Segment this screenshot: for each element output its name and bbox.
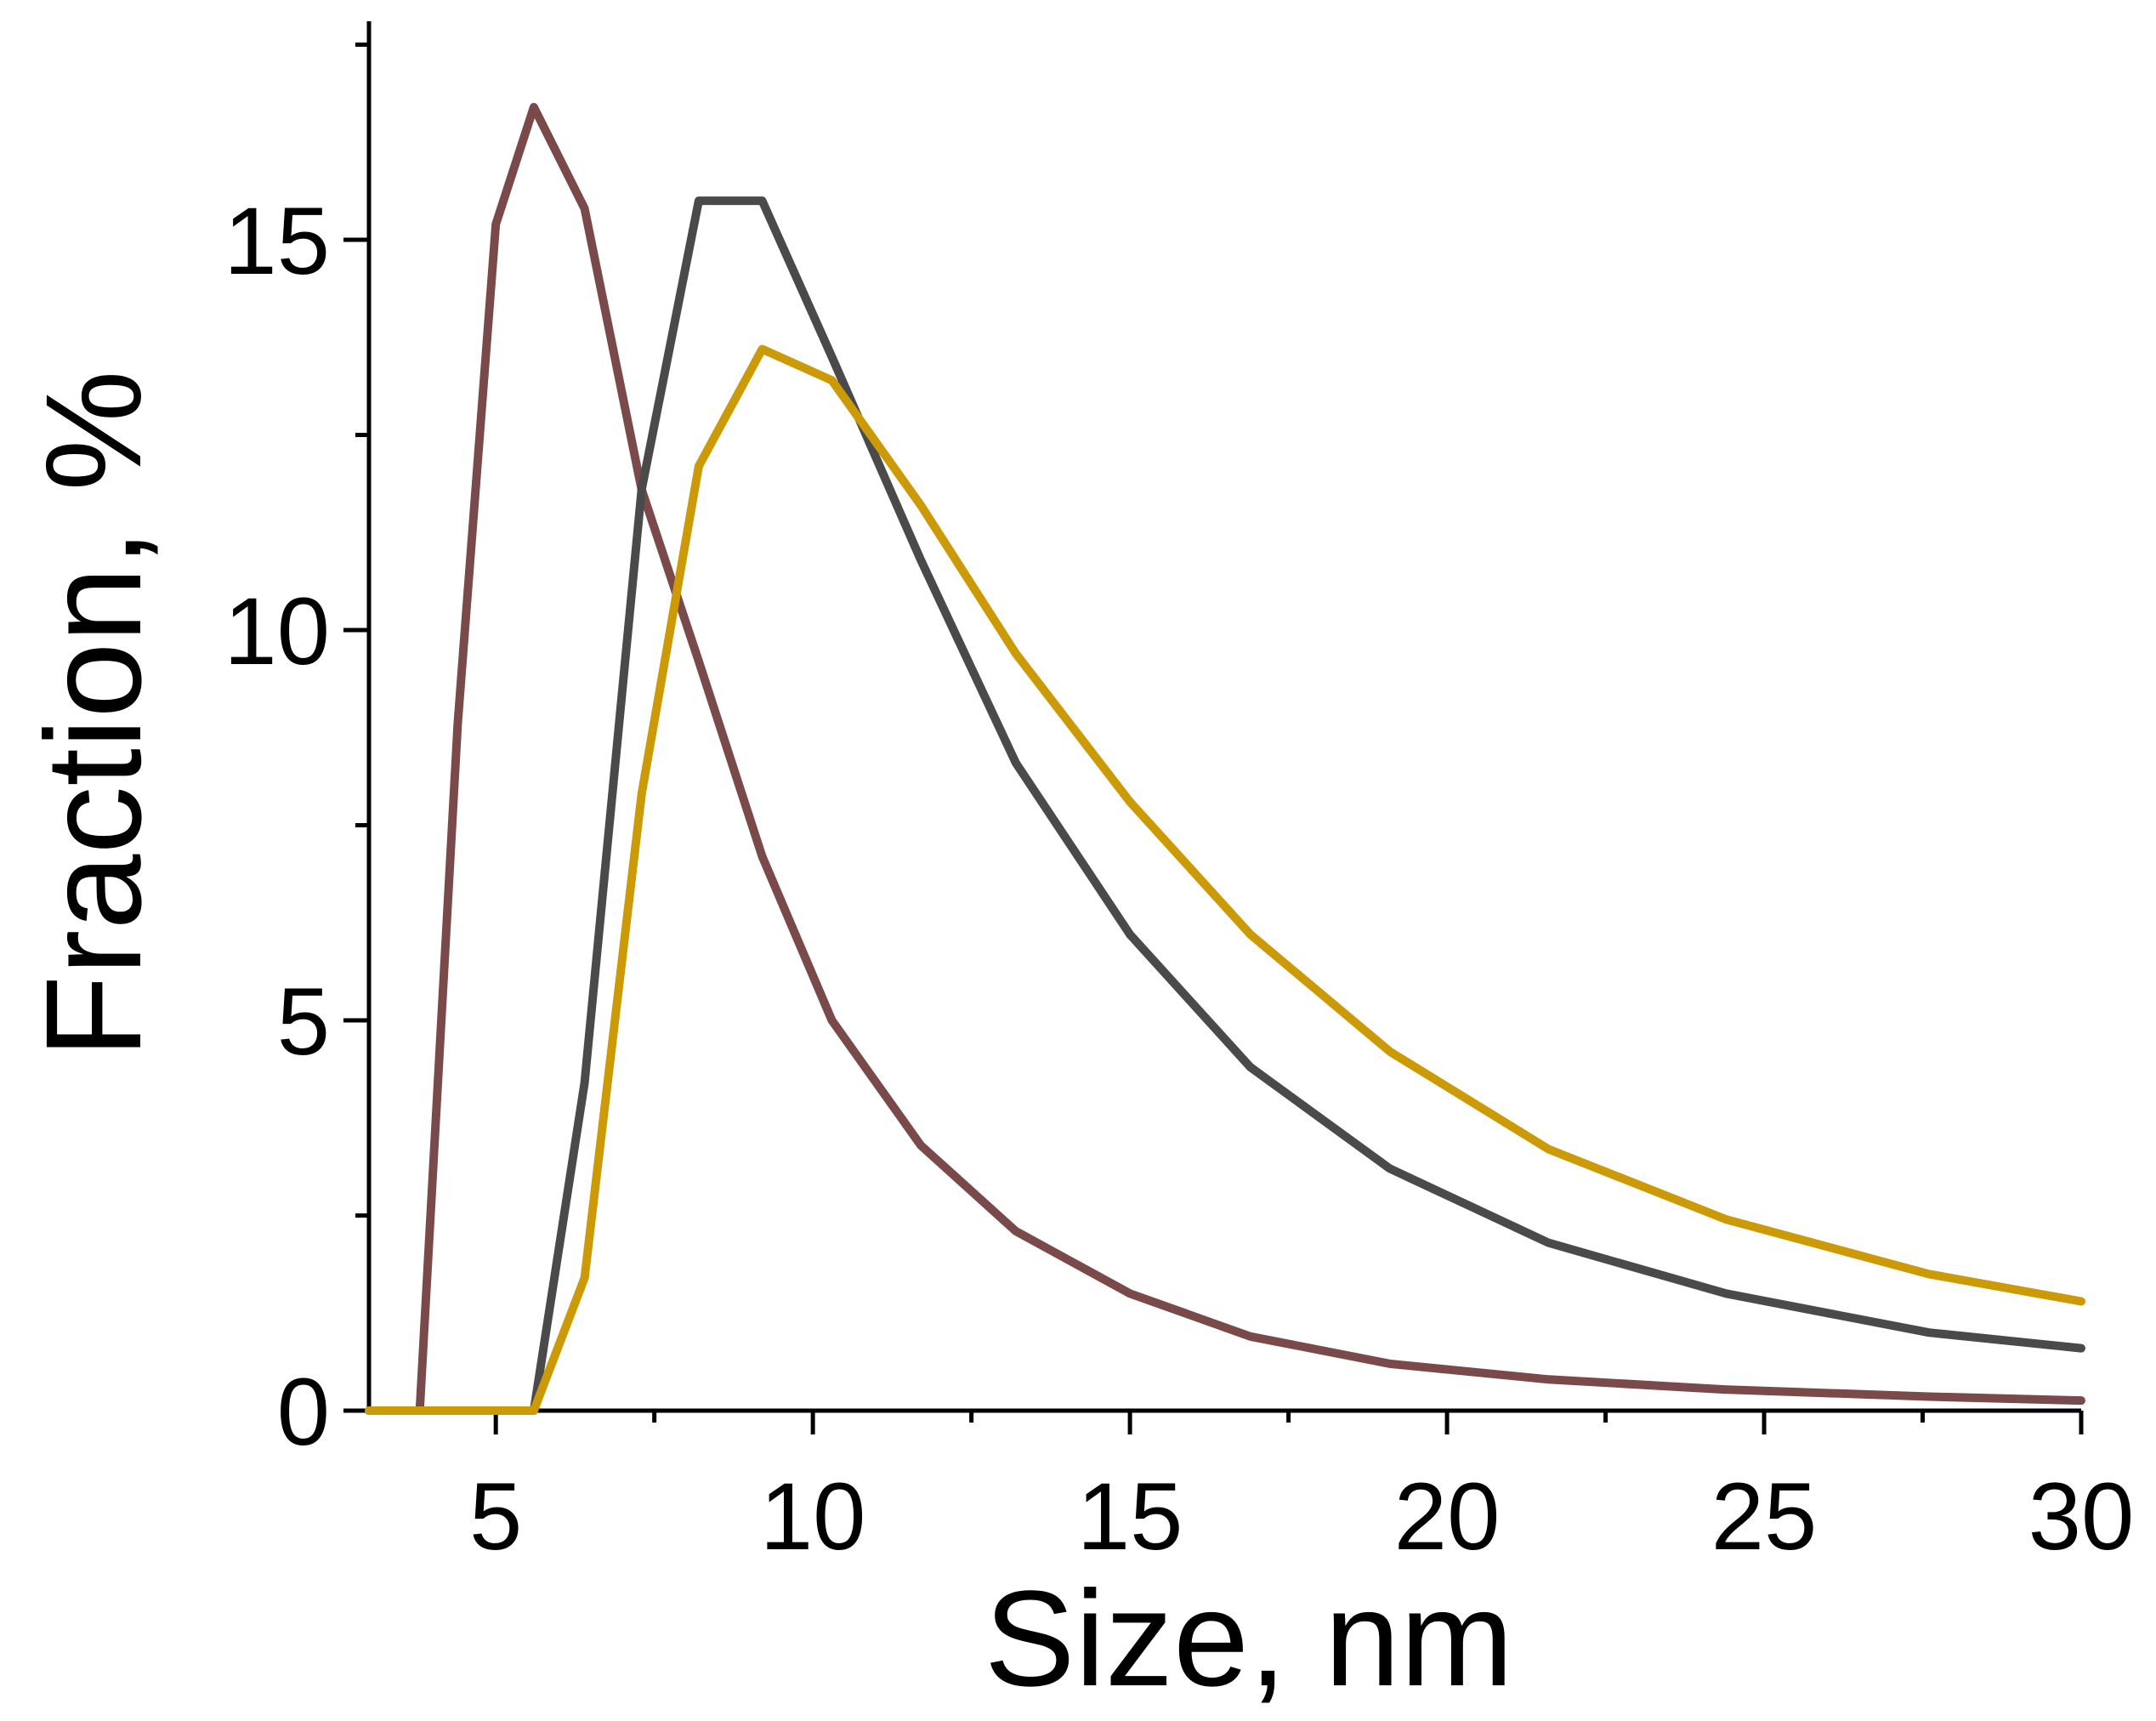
x-tick-label: 25 xyxy=(1711,1463,1818,1570)
y-tick-label: 0 xyxy=(277,1359,330,1465)
y-ticks: 0 5 10 15 xyxy=(224,43,369,1465)
x-ticks: 5 10 15 20 25 30 xyxy=(469,1411,2134,1570)
x-tick-label: 5 xyxy=(469,1463,522,1570)
y-axis-title: Fraction, % xyxy=(17,370,169,1058)
y-tick-label: 15 xyxy=(224,188,330,294)
y-tick-label: 10 xyxy=(224,578,330,684)
x-axis-title: Size, nm xyxy=(984,1562,1513,1714)
x-tick-label: 30 xyxy=(2028,1463,2135,1570)
series-brown-line xyxy=(365,103,2085,1415)
series-layer xyxy=(365,103,2085,1415)
x-tick-label: 15 xyxy=(1077,1463,1183,1570)
x-tick-label: 10 xyxy=(760,1463,866,1570)
series-gray-line xyxy=(365,196,2085,1415)
series-gold-line xyxy=(365,344,2085,1415)
y-tick-label: 5 xyxy=(277,968,330,1075)
x-tick-label: 20 xyxy=(1394,1463,1501,1570)
axes xyxy=(366,21,2081,1413)
